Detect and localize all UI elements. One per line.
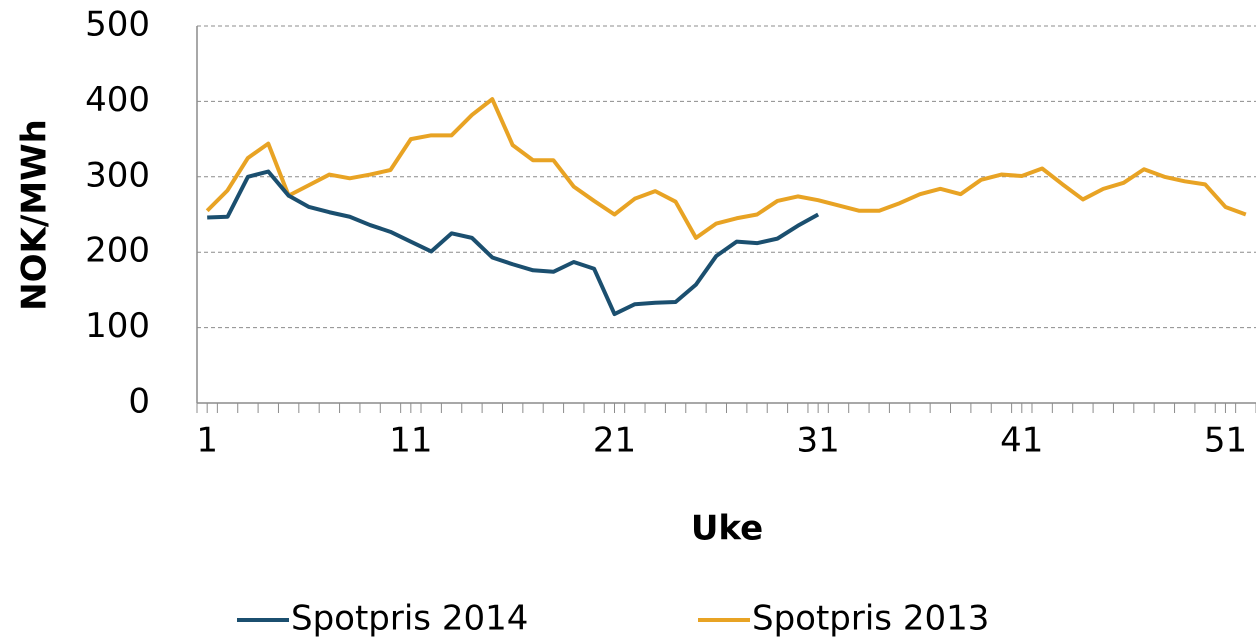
x-tick-label: 1 <box>196 421 218 461</box>
y-axis-label: NOK/MWh <box>15 119 55 311</box>
x-tick-label: 21 <box>593 421 636 461</box>
x-tick-label: 41 <box>1000 421 1043 461</box>
x-tick-label: 31 <box>797 421 840 461</box>
y-tick-label: 500 <box>85 5 150 45</box>
x-tick-label: 11 <box>389 421 432 461</box>
y-tick-label: 300 <box>85 155 150 195</box>
y-tick-label: 200 <box>85 231 150 271</box>
y-tick-label: 400 <box>85 80 150 120</box>
legend-label: Spotpris 2013 <box>752 599 989 639</box>
series-line <box>207 169 820 317</box>
y-tick-label: 0 <box>128 382 150 422</box>
y-tick-label: 100 <box>85 306 150 346</box>
series-line <box>205 97 1247 240</box>
x-tick-label: 51 <box>1204 421 1247 461</box>
x-axis-label: Uke <box>691 509 763 549</box>
legend-label: Spotpris 2014 <box>291 599 528 639</box>
